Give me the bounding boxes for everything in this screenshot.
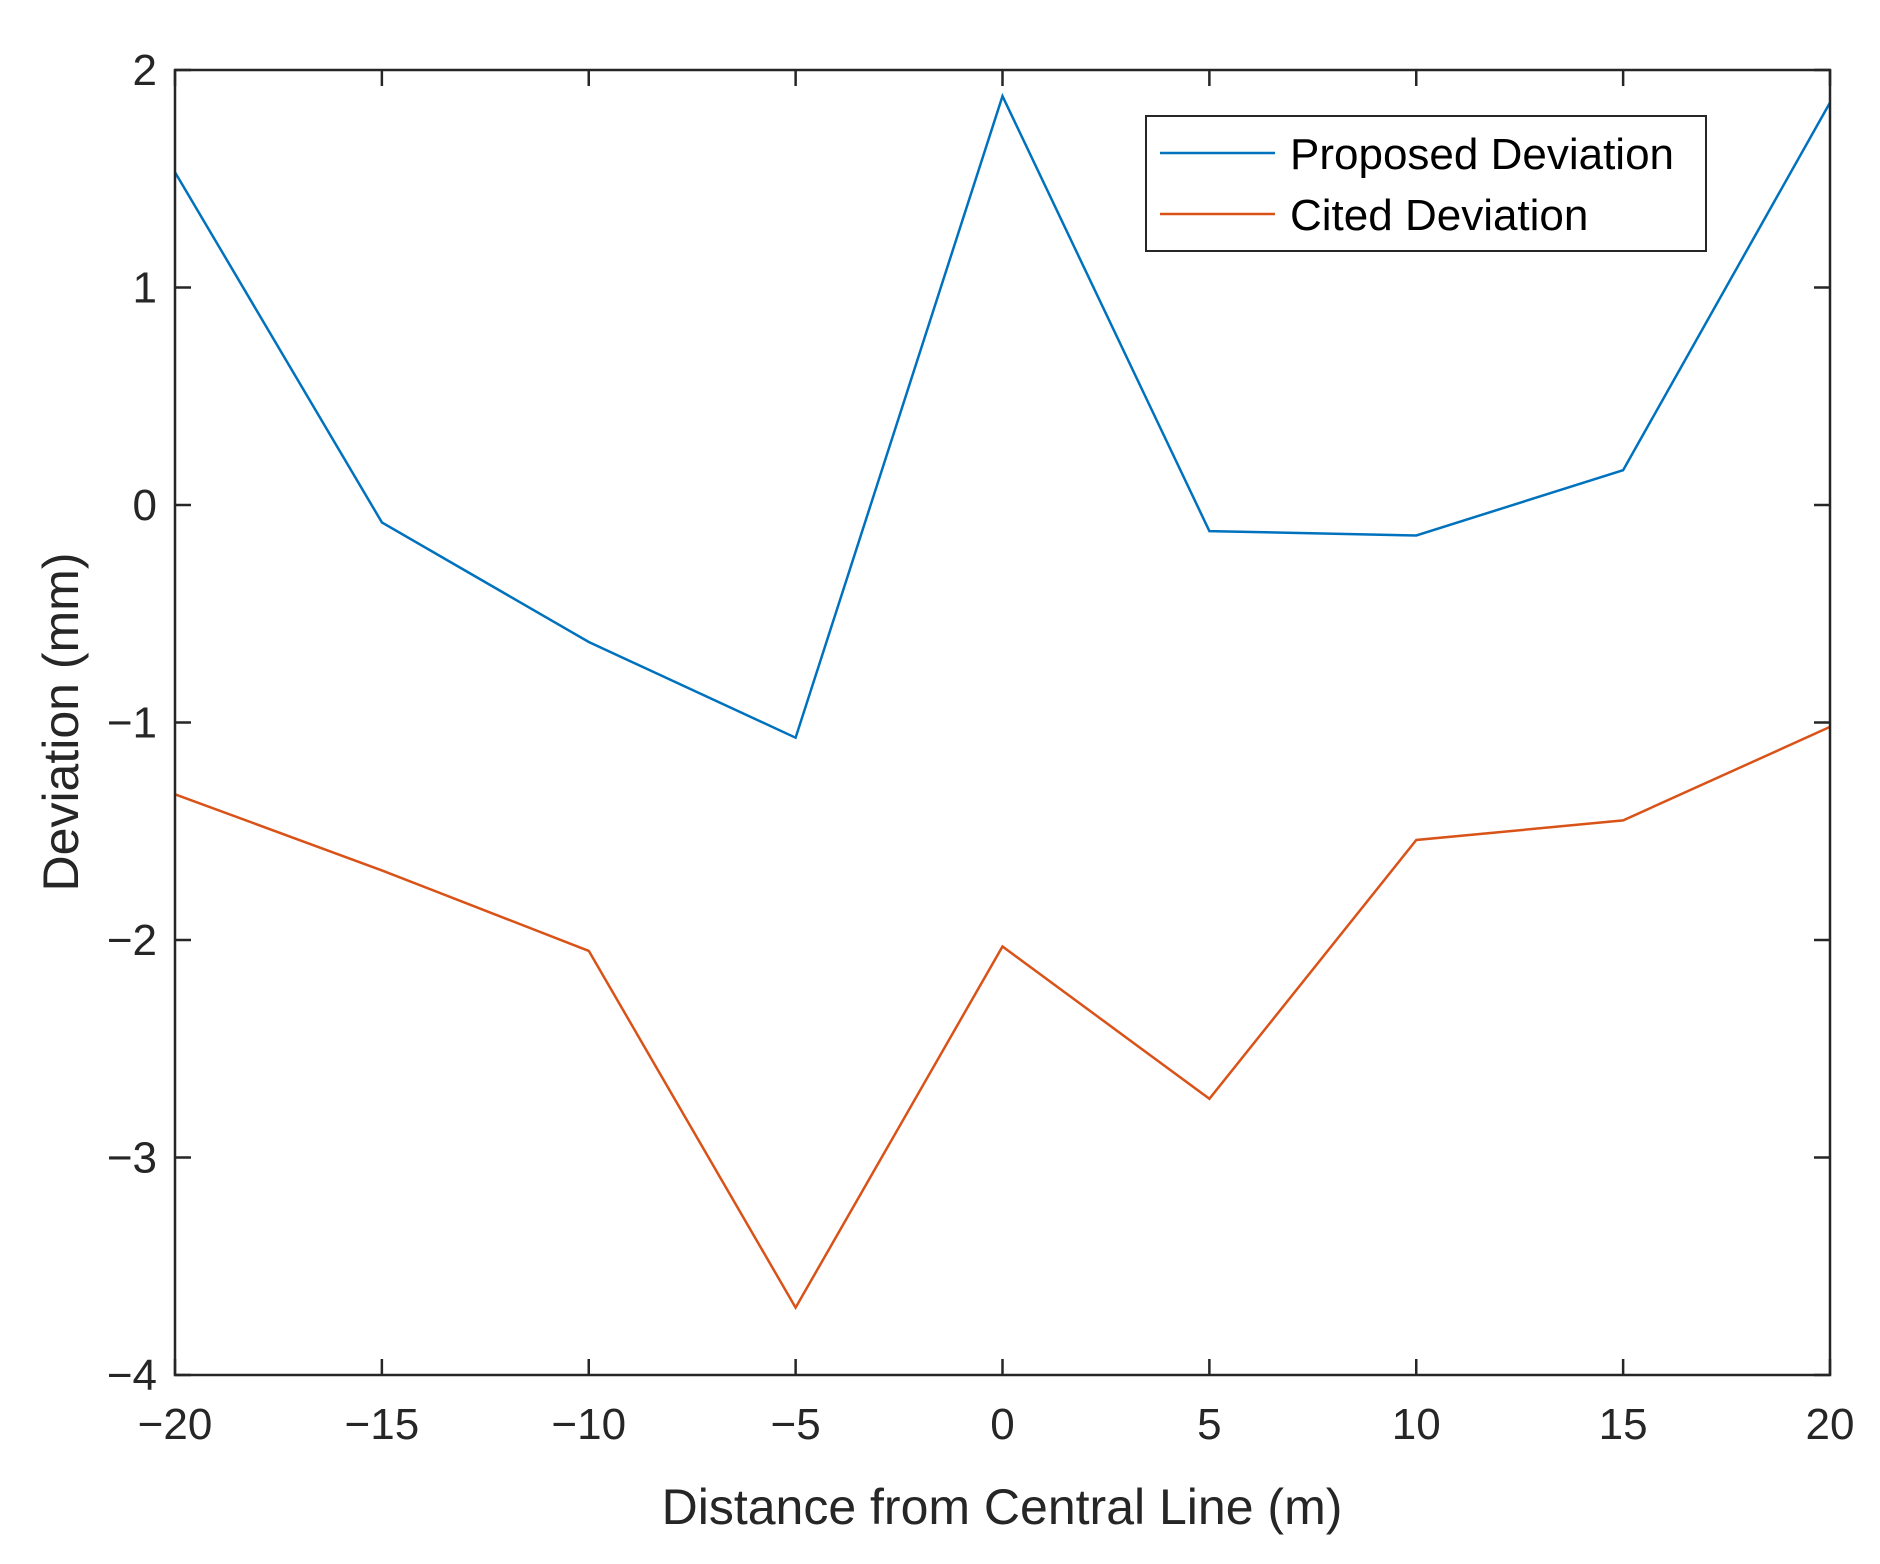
y-tick-label: −2 (107, 916, 157, 965)
y-axis-label: Deviation (mm) (33, 553, 89, 892)
legend-label-proposed-deviation: Proposed Deviation (1290, 130, 1674, 179)
x-tick-label: −20 (138, 1400, 213, 1449)
x-tick-label: 0 (990, 1400, 1014, 1449)
x-tick-label: −5 (771, 1400, 821, 1449)
x-tick-label: 10 (1392, 1400, 1441, 1449)
y-tick-labels: −4 −3 −2 −1 0 1 2 (107, 46, 157, 1400)
plot-frame (173, 68, 1832, 1377)
x-tick-label: 15 (1599, 1400, 1648, 1449)
legend-box (1145, 115, 1707, 252)
x-axis-label: Distance from Central Line (m) (662, 1479, 1343, 1535)
plot-area-background (175, 70, 1830, 1375)
x-tick-label: 20 (1806, 1400, 1855, 1449)
y-tick-label: −4 (107, 1351, 157, 1400)
ticks-layer (173, 68, 1832, 1377)
series-line-cited-deviation (174, 725, 1831, 1311)
x-tick-label: −15 (345, 1400, 420, 1449)
y-tick-label: −3 (107, 1134, 157, 1183)
x-tick-label: 5 (1197, 1400, 1221, 1449)
y-tick-label: 0 (133, 481, 157, 530)
y-tick-label: 2 (133, 46, 157, 95)
x-tick-labels: −20 −15 −10 −5 0 5 10 15 20 (138, 1400, 1855, 1449)
legend-label-cited-deviation: Cited Deviation (1290, 191, 1588, 240)
legend: Proposed Deviation Cited Deviation (1145, 115, 1707, 252)
x-tick-label: −10 (551, 1400, 626, 1449)
series-layer (173, 92, 1832, 1311)
y-tick-label: 1 (133, 264, 157, 313)
series-line-proposed-deviation (173, 92, 1832, 740)
y-tick-label: −1 (107, 699, 157, 748)
